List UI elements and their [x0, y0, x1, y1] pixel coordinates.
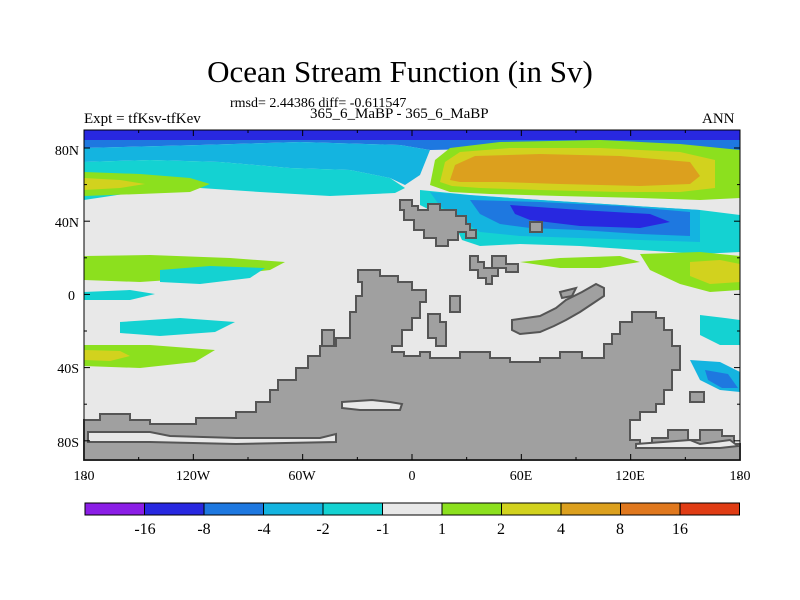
colorbar-swatch: [441, 502, 502, 516]
colorbar-swatch: [501, 502, 562, 516]
experiment-label: Expt = tfKsv-tfKev: [84, 111, 201, 127]
axis-ticks: [83, 130, 741, 478]
lat-tick-label: 0: [68, 289, 75, 304]
contour-east-green-1: [520, 256, 640, 268]
colorbar-label: -8: [197, 521, 210, 538]
lat-tick-label: 80S: [57, 436, 79, 451]
lat-tick-label: 40N: [55, 216, 79, 231]
ocean-gap-1: [87, 431, 337, 446]
lon-tick-label: 60W: [288, 469, 316, 484]
contour-subpolar-deep: [510, 205, 670, 228]
colorbar-label: 1: [438, 521, 446, 538]
contour-east-cyan-1: [700, 315, 740, 345]
colorbar-swatch: [322, 502, 383, 516]
lat-axis: 80N 40N 0 40S 80S: [55, 144, 79, 451]
colorbar-swatch: [203, 502, 264, 516]
land-small-3: [529, 221, 543, 233]
lon-tick-label: 0: [409, 469, 416, 484]
contour-south-cyan: [84, 290, 155, 300]
lon-tick-label: 60E: [510, 469, 533, 484]
colorbar-labels: -16 -8 -4 -2 -1 1 2 4 8 16: [134, 521, 688, 538]
colorbar: [84, 502, 740, 516]
colorbar-swatch: [144, 502, 205, 516]
colorbar-label: -4: [257, 521, 270, 538]
contour-pacific-north-cyan: [84, 160, 405, 200]
land-main-south: [83, 269, 741, 461]
lon-axis: 180 120W 60W 0 60E 120E 180: [74, 469, 751, 484]
contour-arctic-light: [84, 142, 430, 185]
colorbar-label: 16: [672, 521, 688, 538]
contour-pacific-north-green: [84, 172, 210, 196]
land-small-7: [321, 329, 335, 347]
colorbar-label: -1: [376, 521, 389, 538]
stats-label: rmsd= 2.44386 diff= -0.611547: [230, 96, 407, 111]
contour-north-orange: [450, 154, 700, 186]
colorbar-label: -2: [316, 521, 329, 538]
lat-tick-label: 80N: [55, 144, 79, 159]
colorbar-swatch: [263, 502, 324, 516]
land-small-2: [491, 255, 519, 273]
contour-east-blue-2: [705, 370, 738, 388]
colorbar-label: 8: [616, 521, 624, 538]
land-small-8: [689, 391, 705, 403]
land-europe: [399, 199, 477, 247]
land-small-6: [427, 313, 447, 347]
colorbar-swatch: [560, 502, 621, 516]
case-label: 365_6_MaBP - 365_6_MaBP: [310, 106, 489, 122]
colorbar-swatch: [679, 502, 740, 516]
lon-tick-label: 120W: [176, 469, 211, 484]
land-gaps: [87, 398, 741, 449]
colorbar-swatch: [382, 502, 443, 516]
land-small-1: [469, 255, 499, 285]
land-mask: [83, 199, 741, 461]
lon-tick-label: 180: [730, 469, 751, 484]
land-small-4: [449, 295, 461, 313]
contour-east-yellow: [690, 260, 740, 284]
colorbar-label: -16: [134, 521, 155, 538]
season-label: ANN: [702, 111, 735, 127]
land-indo: [511, 282, 605, 336]
colorbar-swatch: [84, 502, 145, 516]
contour-tropic-cyan-1: [160, 266, 265, 284]
land-small-5: [558, 286, 578, 300]
ocean-gap-2: [341, 398, 404, 411]
colorbar-label: 4: [557, 521, 565, 538]
colorbar-swatch: [620, 502, 681, 516]
plot-title: Ocean Stream Function (in Sv): [207, 54, 593, 89]
contour-tropic-cyan-2: [120, 318, 235, 336]
contour-tropic-green-2: [84, 345, 215, 368]
lat-tick-label: 40S: [57, 362, 79, 377]
colorbar-label: 2: [497, 521, 505, 538]
contour-pacific-north-yellow: [84, 178, 145, 190]
ocean-gap-3: [635, 438, 741, 449]
contour-tropic-yellow-2: [84, 350, 130, 361]
lon-tick-label: 120E: [615, 469, 645, 484]
lon-tick-label: 180: [74, 469, 95, 484]
